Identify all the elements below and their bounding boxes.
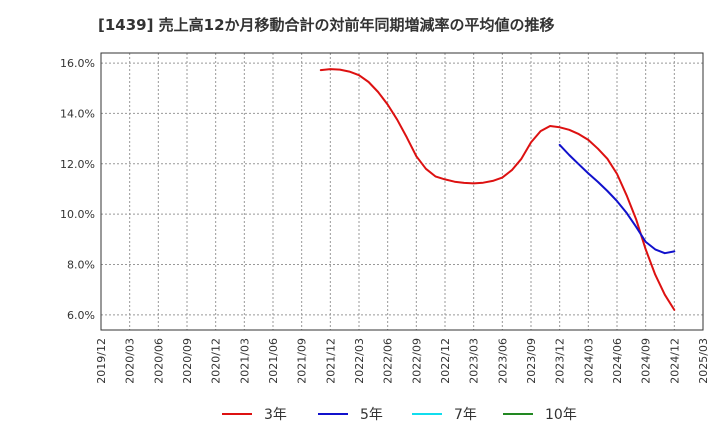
y-tick-label-5: 16.0% [60, 57, 95, 70]
x-tick-label-16: 2023/12 [554, 338, 567, 384]
legend-label-0: 3年 [264, 407, 287, 423]
plot-frame [100, 52, 704, 331]
legend-label-2: 7年 [454, 407, 477, 423]
x-tick-label-4: 2020/12 [210, 338, 223, 384]
y-tick-label-4: 14.0% [60, 107, 95, 120]
series-line-1 [558, 143, 676, 255]
x-tick-label-9: 2022/03 [353, 338, 366, 384]
legend-label-3: 10年 [545, 407, 577, 423]
chart-title: [1439] 売上高12か月移動合計の対前年同期増減率の平均値の推移 [98, 16, 555, 34]
series-line-0 [319, 68, 676, 311]
x-tick-label-6: 2021/06 [267, 338, 280, 384]
x-tick-label-1: 2020/03 [124, 338, 137, 384]
x-tick-label-21: 2025/03 [697, 338, 710, 384]
x-tick-label-5: 2021/03 [238, 338, 251, 384]
plot-background [101, 53, 703, 330]
x-tick-label-11: 2022/09 [410, 338, 423, 384]
x-tick-label-18: 2024/06 [611, 338, 624, 384]
x-tick-label-19: 2024/09 [640, 338, 653, 384]
legend-label-1: 5年 [360, 407, 383, 423]
y-tick-label-2: 10.0% [60, 208, 95, 221]
y-tick-label-3: 12.0% [60, 158, 95, 171]
x-tick-label-8: 2021/12 [324, 338, 337, 384]
x-tick-label-3: 2020/09 [181, 338, 194, 384]
x-tick-label-15: 2023/09 [525, 338, 538, 384]
y-tick-label-1: 8.0% [67, 259, 95, 272]
x-tick-label-0: 2019/12 [95, 338, 108, 384]
x-tick-label-12: 2022/12 [439, 338, 452, 384]
x-tick-label-7: 2021/09 [296, 338, 309, 384]
x-tick-label-10: 2022/06 [382, 338, 395, 384]
x-tick-label-13: 2023/03 [468, 338, 481, 384]
x-tick-label-20: 2024/12 [668, 338, 681, 384]
x-tick-label-2: 2020/06 [152, 338, 165, 384]
y-tick-label-0: 6.0% [67, 309, 95, 322]
x-tick-label-17: 2024/03 [582, 338, 595, 384]
x-tick-label-14: 2023/06 [496, 338, 509, 384]
